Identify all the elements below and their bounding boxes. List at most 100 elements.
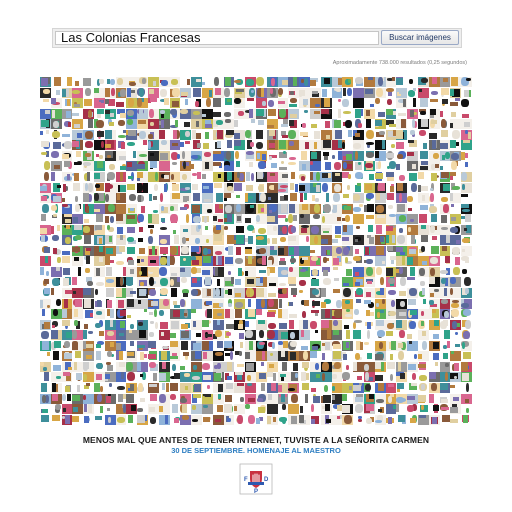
image-thumbnail[interactable]: [353, 150, 365, 161]
image-thumbnail[interactable]: [137, 129, 149, 140]
image-thumbnail[interactable]: [50, 203, 62, 214]
image-thumbnail[interactable]: [418, 266, 429, 277]
image-thumbnail[interactable]: [104, 150, 116, 161]
image-thumbnail[interactable]: [439, 266, 451, 277]
image-thumbnail[interactable]: [353, 393, 365, 404]
image-thumbnail[interactable]: [407, 108, 419, 119]
image-thumbnail[interactable]: [461, 203, 472, 214]
image-thumbnail[interactable]: [320, 404, 332, 415]
image-thumbnail[interactable]: [40, 277, 51, 288]
image-thumbnail[interactable]: [450, 319, 462, 330]
image-thumbnail[interactable]: [396, 330, 408, 341]
image-thumbnail[interactable]: [342, 266, 354, 277]
image-thumbnail[interactable]: [310, 140, 321, 151]
image-thumbnail[interactable]: [212, 224, 224, 235]
image-thumbnail[interactable]: [72, 129, 84, 140]
image-thumbnail[interactable]: [331, 288, 343, 298]
image-thumbnail[interactable]: [180, 245, 192, 256]
image-thumbnail[interactable]: [428, 256, 440, 267]
image-thumbnail[interactable]: [115, 119, 127, 130]
image-thumbnail[interactable]: [353, 98, 365, 109]
image-thumbnail[interactable]: [169, 266, 181, 277]
image-thumbnail[interactable]: [353, 309, 365, 320]
image-thumbnail[interactable]: [245, 171, 257, 182]
image-thumbnail[interactable]: [234, 277, 246, 288]
image-thumbnail[interactable]: [407, 77, 419, 87]
image-thumbnail[interactable]: [277, 245, 289, 256]
image-thumbnail[interactable]: [396, 277, 408, 288]
image-thumbnail[interactable]: [148, 309, 159, 320]
image-thumbnail[interactable]: [439, 182, 451, 193]
image-thumbnail[interactable]: [353, 119, 365, 130]
image-thumbnail[interactable]: [94, 277, 105, 288]
image-thumbnail[interactable]: [461, 277, 472, 288]
image-thumbnail[interactable]: [256, 193, 267, 204]
image-thumbnail[interactable]: [245, 277, 257, 288]
image-thumbnail[interactable]: [245, 288, 257, 298]
image-thumbnail[interactable]: [277, 77, 289, 87]
image-thumbnail[interactable]: [288, 298, 300, 309]
image-thumbnail[interactable]: [126, 256, 138, 267]
image-thumbnail[interactable]: [342, 340, 354, 351]
image-thumbnail[interactable]: [364, 140, 375, 151]
image-thumbnail[interactable]: [50, 150, 62, 161]
image-thumbnail[interactable]: [83, 171, 95, 182]
image-thumbnail[interactable]: [50, 393, 62, 404]
image-thumbnail[interactable]: [461, 382, 472, 393]
image-thumbnail[interactable]: [137, 245, 149, 256]
image-thumbnail[interactable]: [450, 129, 462, 140]
image-thumbnail[interactable]: [83, 140, 95, 151]
image-thumbnail[interactable]: [212, 404, 224, 415]
image-thumbnail[interactable]: [310, 108, 321, 119]
image-thumbnail[interactable]: [385, 340, 397, 351]
image-thumbnail[interactable]: [364, 288, 375, 298]
image-thumbnail[interactable]: [418, 340, 429, 351]
image-thumbnail[interactable]: [320, 161, 332, 172]
image-thumbnail[interactable]: [310, 119, 321, 130]
image-thumbnail[interactable]: [126, 309, 138, 320]
image-thumbnail[interactable]: [331, 182, 343, 193]
image-thumbnail[interactable]: [439, 372, 451, 383]
image-thumbnail[interactable]: [439, 235, 451, 246]
image-thumbnail[interactable]: [342, 129, 354, 140]
image-thumbnail[interactable]: [245, 382, 257, 393]
image-thumbnail[interactable]: [137, 277, 149, 288]
image-thumbnail[interactable]: [234, 382, 246, 393]
image-thumbnail[interactable]: [342, 245, 354, 256]
image-thumbnail[interactable]: [191, 309, 203, 320]
image-thumbnail[interactable]: [234, 140, 246, 151]
image-thumbnail[interactable]: [385, 129, 397, 140]
image-thumbnail[interactable]: [299, 150, 311, 161]
image-thumbnail[interactable]: [266, 203, 278, 214]
image-thumbnail[interactable]: [158, 414, 170, 425]
image-thumbnail[interactable]: [191, 129, 203, 140]
image-thumbnail[interactable]: [439, 245, 451, 256]
image-thumbnail[interactable]: [94, 129, 105, 140]
image-thumbnail[interactable]: [385, 245, 397, 256]
image-thumbnail[interactable]: [72, 224, 84, 235]
image-thumbnail[interactable]: [299, 203, 311, 214]
image-thumbnail[interactable]: [396, 193, 408, 204]
image-thumbnail[interactable]: [137, 77, 149, 87]
image-thumbnail[interactable]: [234, 171, 246, 182]
image-thumbnail[interactable]: [212, 214, 224, 225]
image-thumbnail[interactable]: [461, 119, 472, 130]
image-thumbnail[interactable]: [288, 288, 300, 298]
image-thumbnail[interactable]: [212, 330, 224, 341]
image-thumbnail[interactable]: [61, 361, 73, 372]
image-thumbnail[interactable]: [428, 182, 440, 193]
image-thumbnail[interactable]: [148, 214, 159, 225]
image-thumbnail[interactable]: [428, 245, 440, 256]
image-thumbnail[interactable]: [428, 340, 440, 351]
image-thumbnail[interactable]: [158, 171, 170, 182]
image-thumbnail[interactable]: [223, 414, 235, 425]
image-thumbnail[interactable]: [385, 214, 397, 225]
image-thumbnail[interactable]: [310, 98, 321, 109]
image-thumbnail[interactable]: [342, 214, 354, 225]
image-thumbnail[interactable]: [353, 235, 365, 246]
image-thumbnail[interactable]: [115, 108, 127, 119]
image-thumbnail[interactable]: [418, 203, 429, 214]
image-thumbnail[interactable]: [277, 161, 289, 172]
image-thumbnail[interactable]: [104, 256, 116, 267]
image-thumbnail[interactable]: [202, 266, 213, 277]
